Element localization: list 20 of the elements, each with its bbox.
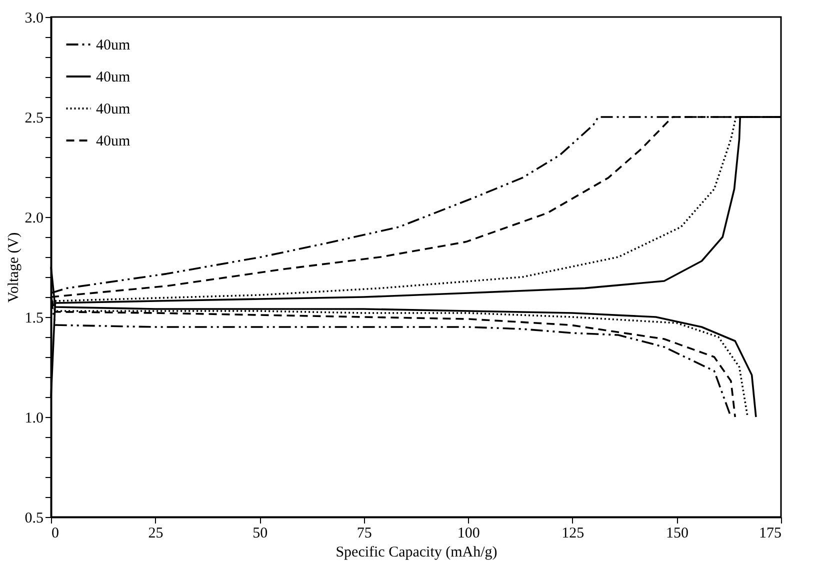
y-tick-label: 1.5: [24, 310, 44, 326]
legend-label: 40um: [96, 70, 130, 86]
y-tick-label: 0.5: [24, 510, 44, 526]
legend-label: 40um: [96, 134, 130, 150]
y-tick-label: 2.5: [24, 110, 44, 126]
x-tick-label: 175: [759, 526, 782, 542]
x-tick-label: 100: [457, 526, 480, 542]
legend-label: 40um: [96, 102, 130, 118]
legend-label: 40um: [96, 38, 130, 54]
y-tick-label: 3.0: [24, 10, 44, 26]
x-axis-title: Specific Capacity (mAh/g): [336, 544, 498, 560]
x-tick-label: 0: [52, 526, 59, 542]
y-tick-label: 2.0: [24, 210, 44, 226]
x-tick-label: 125: [562, 526, 584, 542]
x-tick-label: 50: [252, 526, 268, 542]
x-tick-label: 150: [666, 526, 688, 542]
y-tick-label: 1.0: [24, 410, 44, 426]
x-tick-label: 25: [148, 526, 164, 542]
x-tick-label: 75: [356, 526, 372, 542]
y-axis-title: Voltage (V): [6, 232, 22, 303]
